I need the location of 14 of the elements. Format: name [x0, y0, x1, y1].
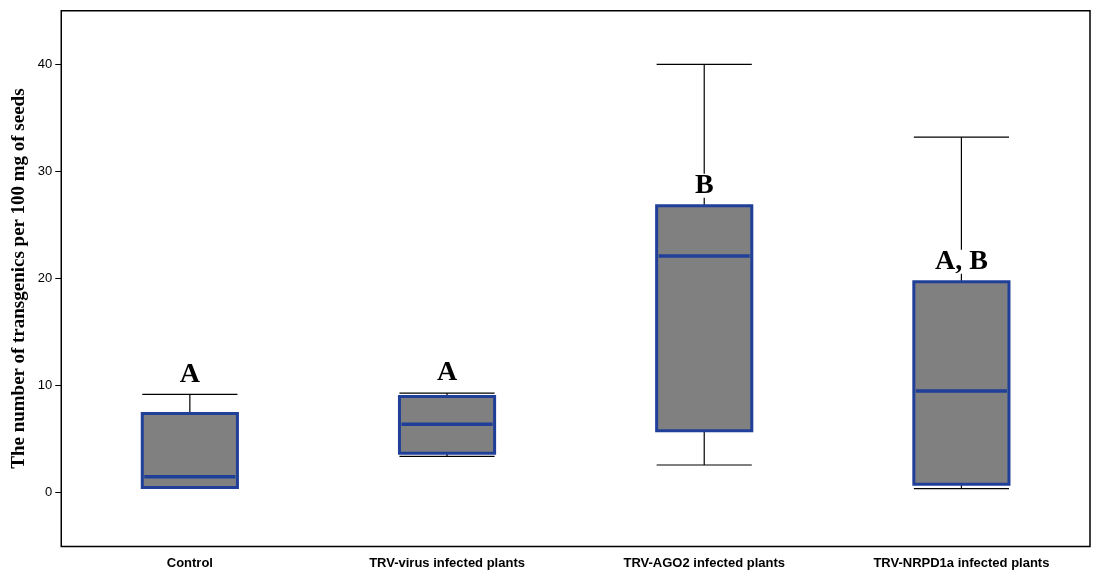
y-tick-label: 0 [45, 484, 53, 500]
y-axis-title: The number of transgenics per 100 mg of seeds [7, 88, 29, 469]
y-tick-label: 30 [37, 163, 53, 179]
y-tick-label: 10 [37, 377, 53, 393]
annotation: B [694, 167, 714, 199]
x-tick-label: TRV-NRPD1a infected plants [873, 554, 1050, 570]
annotation: A, B [934, 244, 988, 276]
x-tick-label: Control [166, 554, 213, 570]
annotation: A [436, 355, 458, 387]
y-tick-label: 20 [37, 270, 53, 286]
y-tick-label: 40 [37, 55, 53, 71]
x-tick-label: TRV-virus infected plants [369, 554, 525, 570]
annotation: A [179, 356, 201, 388]
x-tick-label: TRV-AGO2 infected plants [623, 554, 786, 570]
